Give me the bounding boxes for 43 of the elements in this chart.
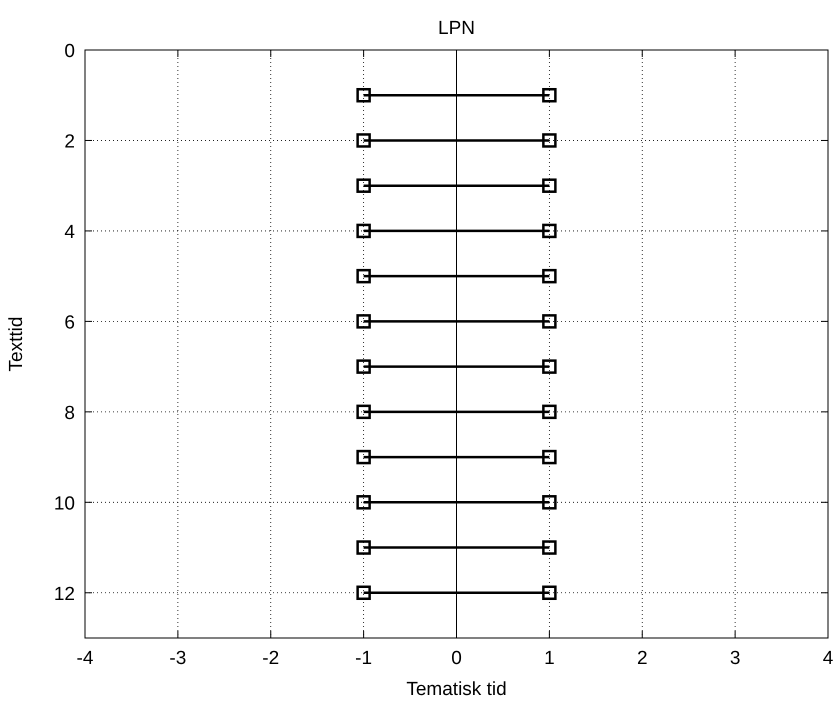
y-tick-label: 4	[64, 222, 76, 243]
x-tick-label: 4	[822, 648, 834, 669]
y-axis-title: Texttid	[6, 316, 27, 372]
y-tick-label: 6	[64, 312, 75, 334]
y-tick-label: 2	[64, 131, 75, 152]
x-tick-label: 3	[730, 648, 740, 669]
point	[542, 224, 557, 238]
x-tick-label: -3	[169, 648, 186, 669]
point	[542, 586, 557, 600]
point	[542, 88, 557, 102]
point	[356, 268, 371, 284]
x-tick-label: 2	[636, 648, 648, 669]
point	[356, 404, 371, 420]
point	[542, 359, 557, 374]
point	[542, 314, 557, 329]
point	[356, 178, 371, 193]
y-tick-label: 0	[64, 41, 75, 62]
point	[356, 133, 371, 148]
point	[356, 540, 371, 555]
y-tick-label: 12	[54, 584, 75, 605]
point	[356, 359, 371, 374]
point	[542, 495, 557, 510]
point	[542, 268, 557, 284]
point	[356, 450, 371, 464]
x-axis-title: Tematisk tid	[406, 679, 507, 700]
x-tick-label: -1	[355, 648, 372, 669]
point	[542, 404, 557, 420]
point	[542, 178, 557, 193]
point	[356, 586, 371, 600]
chart-title: LPN	[438, 18, 475, 39]
x-tick-label: 0	[451, 648, 462, 669]
x-tick-label: 1	[544, 648, 555, 669]
point	[356, 88, 371, 102]
point	[356, 314, 371, 329]
x-tick-label: -2	[262, 648, 280, 669]
point	[356, 224, 371, 238]
y-tick-label: 10	[54, 493, 75, 514]
point	[542, 133, 557, 148]
y-tick-label: 8	[64, 402, 75, 424]
point	[542, 540, 557, 555]
point	[356, 495, 371, 510]
point	[542, 450, 557, 464]
x-tick-label: -4	[76, 648, 94, 669]
